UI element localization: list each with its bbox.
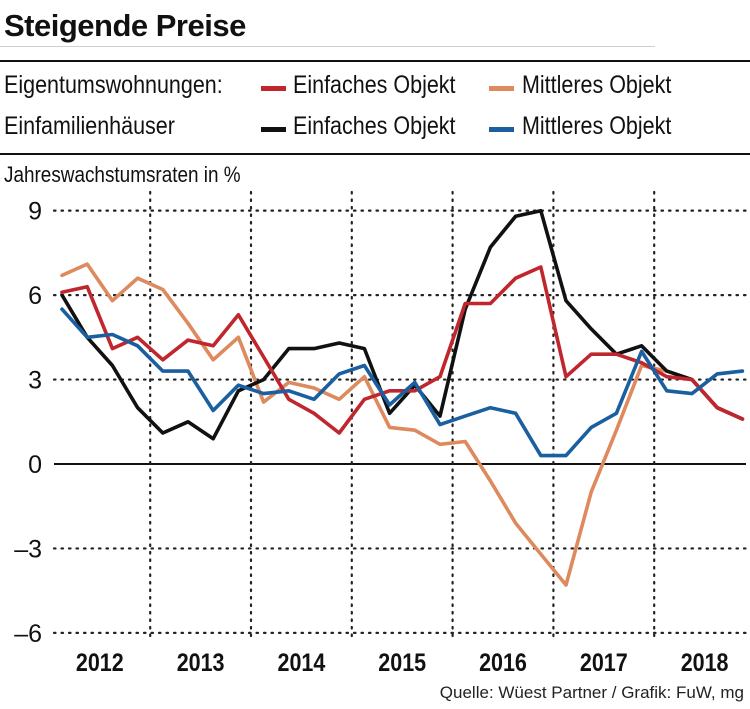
legend-item-haeuser-mittel: Mittleres Objekt [522,112,672,140]
grid-lines [52,190,748,638]
title-divider [0,46,655,47]
legend-group-label-wohnungen: Eigentumswohnungen: [4,71,223,99]
series-line-0 [60,262,745,587]
legend-top-divider [0,60,750,62]
x-tick-label: 2015 [378,648,426,676]
y-axis-label: Jahreswachstumsraten in % [4,162,241,187]
legend-item-haeuser-einfach: Einfaches Objekt [293,112,456,140]
chart-title: Steigende Preise [4,8,246,43]
legend-bottom-divider [0,153,750,155]
x-tick-label: 2014 [278,648,326,676]
x-tick-label: 2012 [76,648,124,676]
x-tick-label: 2016 [479,648,527,676]
y-tick-label: –6 [14,620,42,648]
y-tick-label: 3 [28,367,42,395]
x-tick-label: 2013 [177,648,225,676]
legend-swatch-wohnungen-mittel [489,86,514,91]
y-tick-label: –3 [14,535,42,563]
series-line-2 [60,265,745,435]
legend-item-wohnungen-einfach: Einfaches Objekt [293,71,456,99]
legend-swatch-haeuser-einfach [261,127,286,132]
legend-group-label-haeuser: Einfamilienhäuser [4,112,175,140]
x-tick-label: 2017 [580,648,628,676]
legend-swatch-wohnungen-einfach [261,86,286,91]
y-tick-label: 9 [28,198,42,226]
legend-item-wohnungen-mittel: Mittleres Objekt [522,71,672,99]
series-lines [60,208,745,587]
legend-swatch-haeuser-mittel [489,127,514,132]
y-tick-label: 6 [28,282,42,310]
x-tick-label: 2018 [681,648,729,676]
series-line-1 [60,208,745,441]
source-note: Quelle: Wüest Partner / Grafik: FuW, mg [439,683,744,702]
y-tick-label: 0 [28,451,42,479]
axis-labels: 9 6 3 0 –3 –6 2012 2013 2014 2015 2016 2017 2018 [14,198,728,677]
series-line-3 [60,307,745,458]
